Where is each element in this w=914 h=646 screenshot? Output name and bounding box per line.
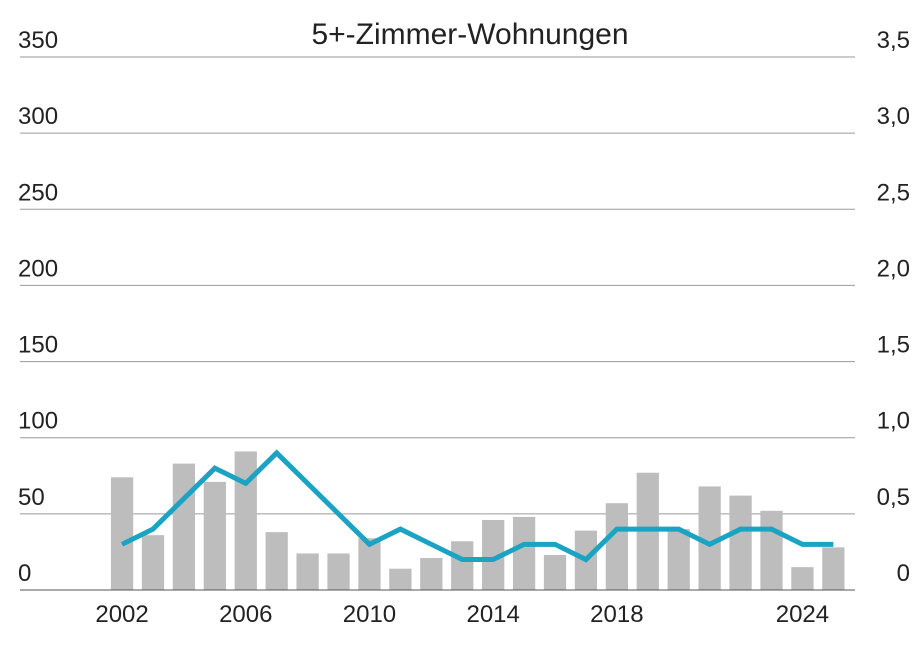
bar [172,463,196,590]
y2-tick-label: 0 [897,560,910,587]
y2-tick-label: 2,0 [877,255,910,282]
x-tick-label: 2014 [466,601,519,628]
y2-tick-label: 2,5 [877,179,910,206]
y2-tick-label: 3,0 [877,103,910,130]
bar [327,553,350,590]
x-tick-label: 2024 [776,601,829,628]
x-tick-label: 2002 [95,601,148,628]
bar [667,529,690,590]
bar [203,481,226,590]
bar [729,495,752,590]
bar [265,532,288,590]
bar [543,554,567,590]
bar [141,535,165,590]
y2-tick-label: 0,5 [877,484,910,511]
y-tick-label: 250 [18,179,58,206]
y2-tick-label: 3,5 [877,27,910,54]
bar [389,568,412,590]
y-tick-label: 300 [18,103,58,130]
y-tick-label: 0 [18,560,31,587]
bar [791,567,814,590]
x-tick-label: 2010 [343,601,396,628]
x-tick-label: 2006 [219,601,272,628]
y-tick-label: 150 [18,332,58,359]
bar [110,477,134,590]
bar [234,451,257,590]
bar [605,503,629,590]
bar [698,486,721,590]
y-tick-label: 200 [18,255,58,282]
chart-title: 5+-Zimmer-Wohnungen [311,18,628,51]
bar [451,541,474,590]
bar [296,553,319,590]
bar [760,510,783,590]
y-tick-label: 350 [18,27,58,54]
bar [822,547,845,590]
x-tick-label: 2018 [590,601,643,628]
bar [420,558,443,590]
bar [482,519,505,590]
line [120,449,834,563]
y-tick-label: 100 [18,408,58,435]
bar [512,516,536,590]
y2-tick-label: 1,5 [877,332,910,359]
y-tick-label: 50 [18,484,45,511]
y2-tick-label: 1,0 [877,408,910,435]
bar [358,538,381,590]
